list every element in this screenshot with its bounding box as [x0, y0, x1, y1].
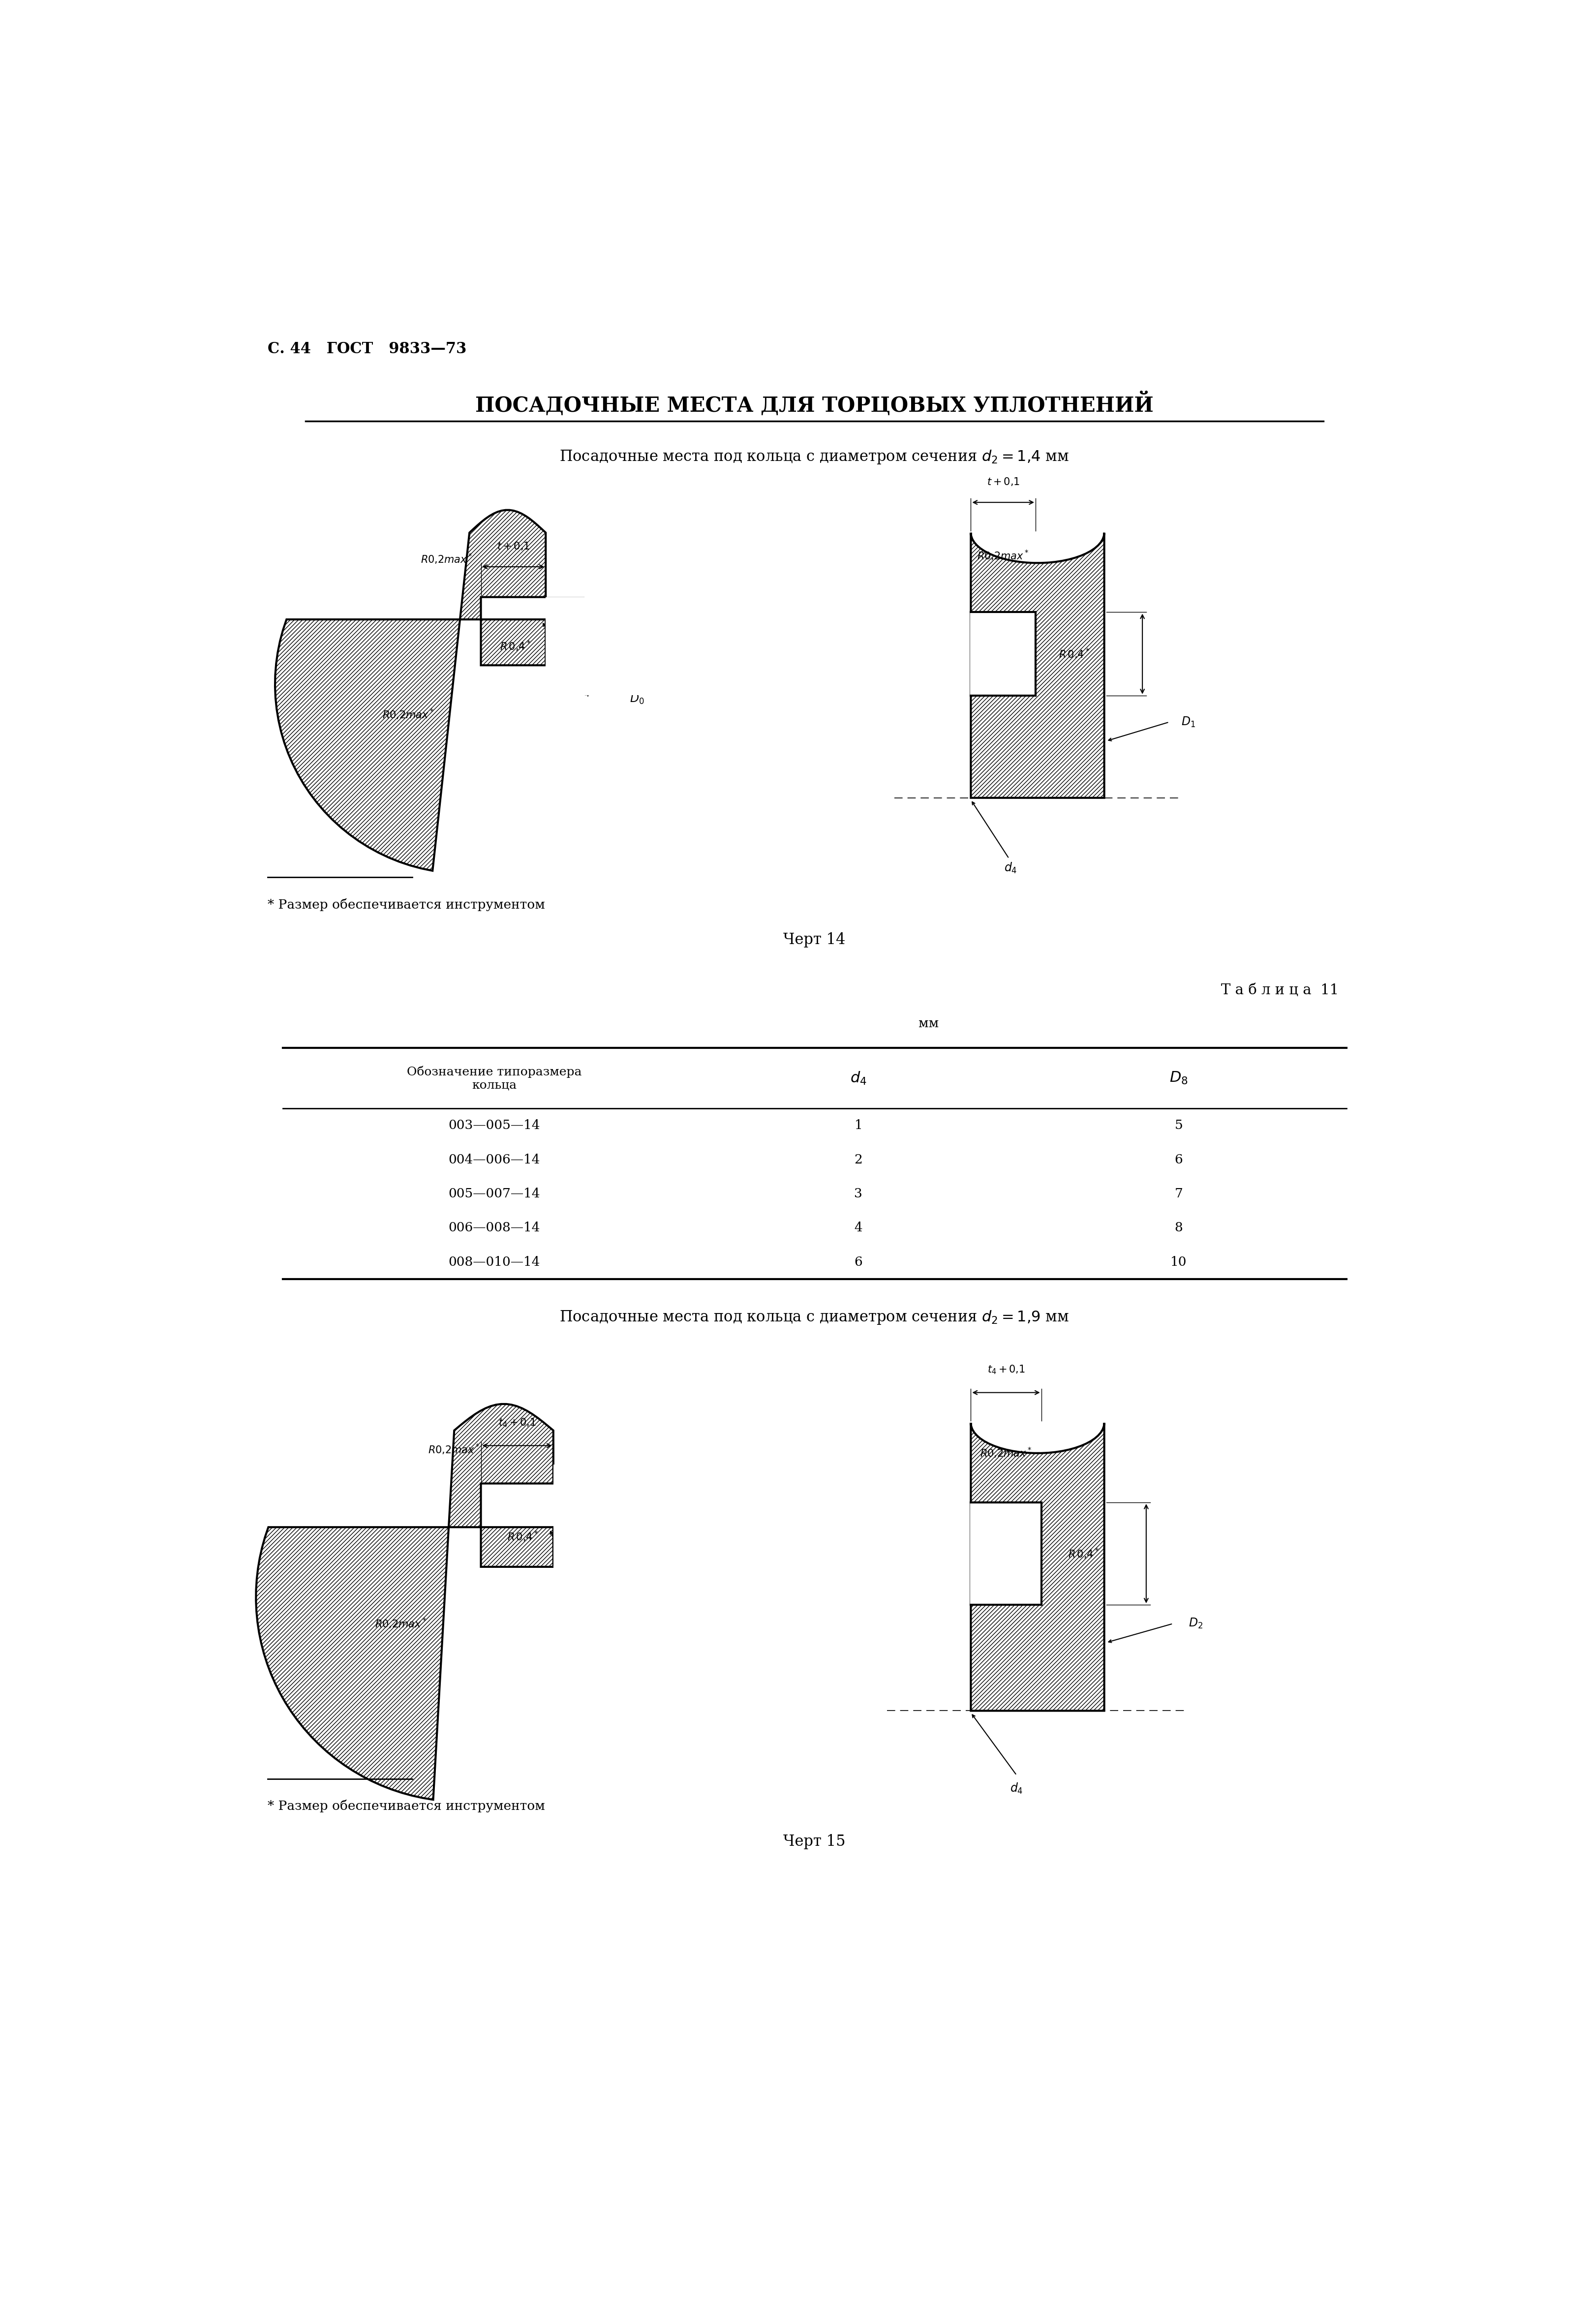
- Text: $D_2$: $D_2$: [1189, 1618, 1204, 1629]
- Text: $t_4+0{,}1$: $t_4+0{,}1$: [987, 1364, 1026, 1376]
- Bar: [970, 1501, 1041, 1604]
- Bar: [545, 597, 698, 695]
- Polygon shape: [971, 1422, 1105, 1710]
- Text: С. 44   ГОСТ   9833—73: С. 44 ГОСТ 9833—73: [267, 342, 466, 356]
- Text: $d_4$: $d_4$: [1010, 1783, 1022, 1794]
- Text: 6: 6: [854, 1255, 862, 1269]
- Text: Посадочные места под кольца с диаметром сечения $d_2=1{,}9$ мм: Посадочные места под кольца с диаметром …: [560, 1308, 1070, 1327]
- Polygon shape: [256, 1404, 553, 1799]
- Text: 004—006—14: 004—006—14: [448, 1153, 541, 1167]
- Text: 005—007—14: 005—007—14: [448, 1188, 541, 1199]
- Text: $R\,0{,}4^*$: $R\,0{,}4^*$: [1068, 1548, 1099, 1559]
- Text: $R0{,}2max^*$: $R0{,}2max^*$: [375, 1618, 426, 1631]
- Text: 7: 7: [1175, 1188, 1183, 1199]
- Text: 1: 1: [854, 1120, 862, 1132]
- Text: $d_4$: $d_4$: [580, 1597, 595, 1611]
- Bar: [553, 1464, 706, 1622]
- Text: ПОСАДОЧНЫЕ МЕСТА ДЛЯ ТОРЦОВЫХ УПЛОТНЕНИЙ: ПОСАДОЧНЫЕ МЕСТА ДЛЯ ТОРЦОВЫХ УПЛОТНЕНИЙ: [475, 390, 1154, 416]
- Text: * Размер обеспечивается инструментом: * Размер обеспечивается инструментом: [267, 899, 545, 911]
- Text: мм: мм: [919, 1018, 940, 1030]
- Text: 003—005—14: 003—005—14: [448, 1120, 541, 1132]
- Text: 6: 6: [1175, 1153, 1183, 1167]
- Text: 4: 4: [854, 1222, 862, 1234]
- Text: 006—008—14: 006—008—14: [448, 1222, 541, 1234]
- Text: Т а б л и ц а  11: Т а б л и ц а 11: [1221, 983, 1339, 997]
- Text: $R0{,}2max^*$: $R0{,}2max^*$: [979, 1446, 1032, 1459]
- Text: 008—010—14: 008—010—14: [448, 1255, 541, 1269]
- Text: $D_2$: $D_2$: [634, 1604, 649, 1618]
- Text: 3: 3: [854, 1188, 862, 1199]
- Text: $t_4+0{,}1$: $t_4+0{,}1$: [498, 1418, 536, 1429]
- Text: $d_4$: $d_4$: [577, 686, 590, 697]
- Text: $R0{,}2max^*$: $R0{,}2max^*$: [421, 553, 472, 565]
- Text: 10: 10: [1170, 1255, 1186, 1269]
- Text: $D_8$: $D_8$: [1169, 1071, 1188, 1085]
- Text: Обозначение типоразмера
кольца: Обозначение типоразмера кольца: [407, 1067, 582, 1090]
- Text: $R\,0{,}4^*$: $R\,0{,}4^*$: [507, 1529, 539, 1543]
- Text: $R0{,}2max^*$: $R0{,}2max^*$: [383, 709, 434, 720]
- Text: 5: 5: [1175, 1120, 1183, 1132]
- Text: $d_4$: $d_4$: [1005, 862, 1018, 874]
- Text: $t+0{,}1$: $t+0{,}1$: [496, 541, 529, 551]
- Text: Посадочные места под кольца с диаметром сечения $d_2=1{,}4$ мм: Посадочные места под кольца с диаметром …: [560, 449, 1070, 465]
- Text: $D_0$: $D_0$: [630, 693, 644, 706]
- Text: $R\,0{,}4^*$: $R\,0{,}4^*$: [499, 639, 531, 653]
- Text: 2: 2: [854, 1153, 862, 1167]
- Text: $R0{,}2max^*$: $R0{,}2max^*$: [428, 1443, 480, 1457]
- Text: Черт 15: Черт 15: [784, 1834, 846, 1850]
- Text: $R0{,}2max^*$: $R0{,}2max^*$: [978, 548, 1029, 562]
- Polygon shape: [275, 509, 545, 872]
- Text: $R\,0{,}4^*$: $R\,0{,}4^*$: [1059, 646, 1089, 660]
- Text: 8: 8: [1175, 1222, 1183, 1234]
- Text: * Размер обеспечивается инструментом: * Размер обеспечивается инструментом: [267, 1799, 545, 1813]
- Text: $d_4$: $d_4$: [851, 1071, 867, 1085]
- Bar: [970, 611, 1037, 695]
- Text: Черт 14: Черт 14: [784, 932, 846, 948]
- Polygon shape: [971, 532, 1105, 797]
- Text: $t+0{,}1$: $t+0{,}1$: [987, 476, 1019, 488]
- Text: $D_1$: $D_1$: [1181, 716, 1196, 727]
